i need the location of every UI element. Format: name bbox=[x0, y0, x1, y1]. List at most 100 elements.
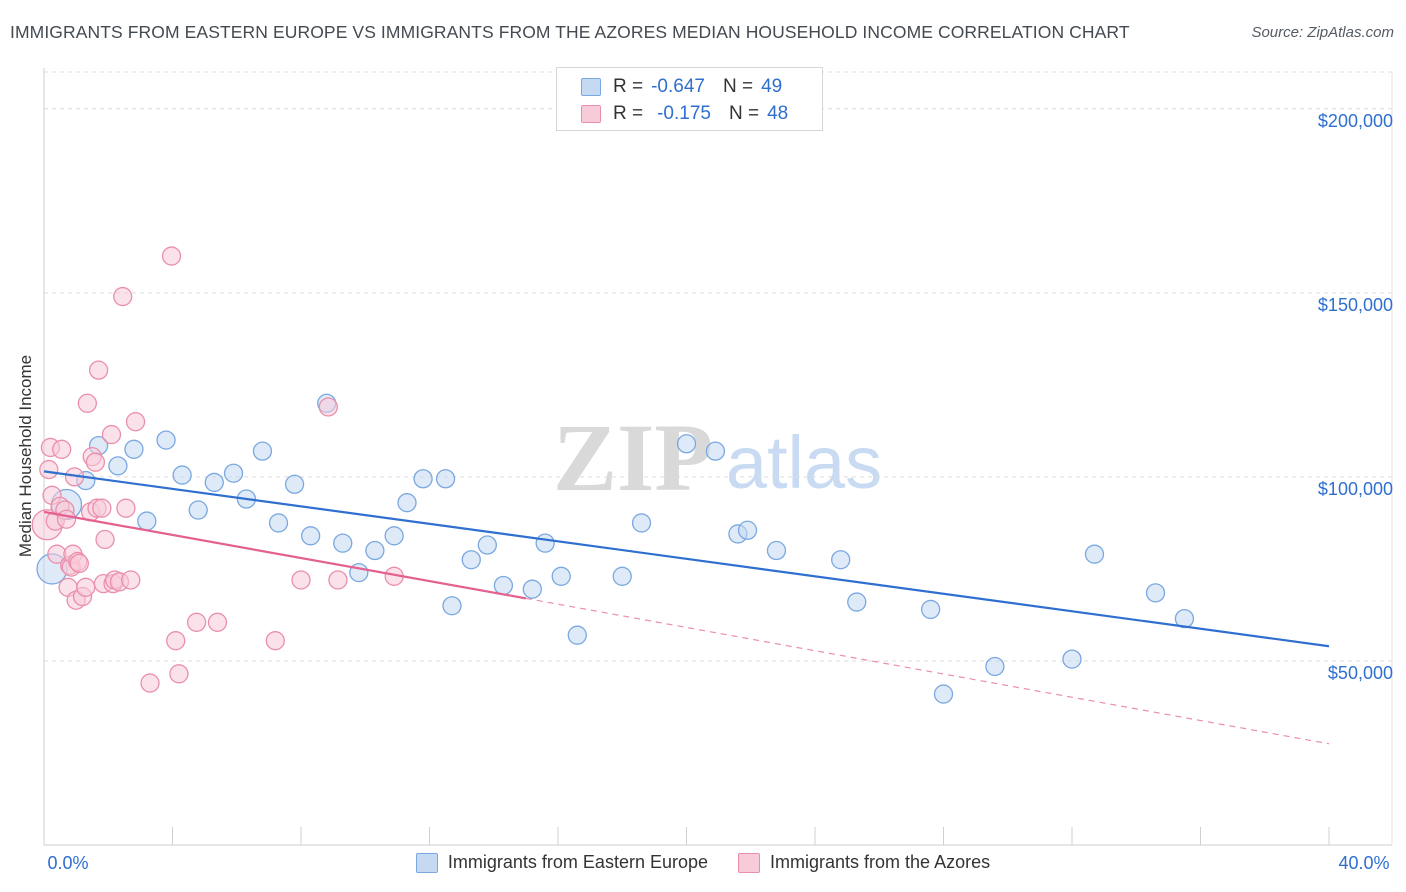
data-point bbox=[493, 575, 514, 596]
data-point bbox=[737, 520, 758, 540]
x-tick-label-max: 40.0% bbox=[1338, 853, 1389, 873]
axes bbox=[43, 68, 1393, 846]
data-point bbox=[140, 673, 160, 693]
data-point bbox=[612, 566, 632, 586]
data-point bbox=[88, 360, 109, 380]
data-point bbox=[442, 596, 462, 616]
data-point bbox=[166, 631, 186, 651]
data-point bbox=[551, 566, 571, 586]
data-point bbox=[985, 656, 1005, 677]
data-point bbox=[831, 550, 851, 570]
data-point bbox=[413, 469, 433, 489]
data-point bbox=[705, 441, 726, 461]
data-point bbox=[291, 570, 311, 590]
data-point bbox=[933, 684, 954, 704]
data-point bbox=[847, 592, 867, 612]
data-point bbox=[92, 498, 112, 518]
x-tick-label-min: 0.0% bbox=[47, 853, 88, 873]
data-point bbox=[631, 513, 652, 533]
legend-label: Immigrants from the Azores bbox=[770, 852, 991, 872]
trend-line bbox=[43, 470, 1330, 648]
gridlines bbox=[44, 71, 1395, 662]
data-point bbox=[85, 452, 106, 472]
legend-item-azores[interactable]: Immigrants from the Azores bbox=[738, 852, 990, 873]
series-layer bbox=[31, 246, 1330, 745]
stats-swatch-eastern-europe bbox=[581, 78, 601, 96]
data-point bbox=[766, 540, 787, 561]
data-point bbox=[461, 550, 481, 570]
data-point bbox=[113, 286, 133, 307]
data-point bbox=[95, 529, 115, 550]
legend-swatch-eastern-europe bbox=[415, 852, 438, 873]
stats-n-label: N = bbox=[722, 76, 754, 97]
data-point bbox=[56, 509, 77, 529]
data-point bbox=[52, 439, 72, 459]
data-point bbox=[156, 430, 176, 450]
trend-line-extension bbox=[525, 597, 1330, 745]
y-tick-label: $100,000 bbox=[1318, 479, 1393, 499]
chart-title: IMMIGRANTS FROM EASTERN EUROPE VS IMMIGR… bbox=[10, 22, 1130, 42]
data-point bbox=[522, 579, 542, 599]
data-point bbox=[77, 393, 98, 413]
data-point bbox=[39, 459, 59, 480]
stats-r-value: -0.647 bbox=[651, 76, 705, 97]
data-point bbox=[161, 246, 182, 266]
watermark-zip: ZIP bbox=[553, 404, 713, 511]
data-point bbox=[318, 397, 338, 417]
stats-row-azores: R = -0.175 N = 48 bbox=[581, 102, 788, 126]
data-point bbox=[268, 513, 289, 533]
data-point bbox=[333, 533, 353, 553]
stats-n-value: 48 bbox=[767, 103, 789, 124]
data-point bbox=[1084, 544, 1105, 564]
watermark-atlas: atlas bbox=[726, 421, 882, 504]
data-point bbox=[477, 535, 497, 555]
data-point bbox=[676, 434, 697, 454]
data-point bbox=[284, 474, 305, 494]
data-point bbox=[207, 612, 228, 632]
data-point bbox=[101, 424, 122, 445]
data-point bbox=[69, 553, 89, 574]
data-point bbox=[265, 631, 285, 651]
data-point bbox=[328, 570, 348, 590]
data-point bbox=[124, 439, 144, 459]
source-label: Source: ZipAtlas.com bbox=[1251, 24, 1394, 41]
data-point bbox=[535, 533, 555, 553]
data-point bbox=[125, 412, 146, 432]
y-tick-label: $150,000 bbox=[1318, 295, 1393, 315]
data-point bbox=[252, 441, 273, 461]
series-azores bbox=[31, 246, 404, 693]
data-point bbox=[921, 599, 941, 620]
data-point bbox=[172, 465, 192, 485]
stats-n-value: 49 bbox=[761, 76, 783, 97]
stats-r-label: R = bbox=[613, 103, 644, 124]
data-point bbox=[204, 472, 224, 493]
data-point bbox=[116, 498, 136, 518]
y-tick-labels: $50,000 $100,000 $150,000 $200,000 bbox=[1318, 111, 1393, 683]
y-tick-label: $50,000 bbox=[1328, 663, 1393, 683]
stats-swatch-azores bbox=[581, 105, 601, 123]
data-point bbox=[186, 612, 207, 632]
legend-label: Immigrants from Eastern Europe bbox=[447, 852, 709, 872]
data-point bbox=[397, 493, 417, 513]
data-point bbox=[1062, 649, 1082, 669]
data-point bbox=[365, 540, 385, 561]
stats-box: R = -0.647 N = 49 R = -0.175 N = 48 bbox=[556, 67, 823, 131]
stats-n-label: N = bbox=[728, 103, 760, 124]
data-point bbox=[188, 500, 208, 520]
y-tick-label: $200,000 bbox=[1318, 111, 1393, 131]
stats-r-label: R = bbox=[613, 76, 644, 97]
data-point bbox=[76, 577, 96, 597]
stats-r-value: -0.175 bbox=[657, 103, 711, 124]
legend: Immigrants from Eastern Europe Immigrant… bbox=[0, 852, 1406, 873]
legend-item-eastern-europe[interactable]: Immigrants from Eastern Europe bbox=[415, 852, 709, 873]
data-point bbox=[108, 456, 128, 476]
legend-swatch-azores bbox=[738, 852, 761, 873]
data-point bbox=[384, 526, 404, 546]
data-point bbox=[1145, 583, 1166, 603]
data-point bbox=[223, 463, 244, 483]
data-point bbox=[567, 625, 587, 645]
data-point bbox=[300, 526, 321, 546]
data-point bbox=[137, 511, 157, 531]
trend-line bbox=[43, 510, 527, 600]
